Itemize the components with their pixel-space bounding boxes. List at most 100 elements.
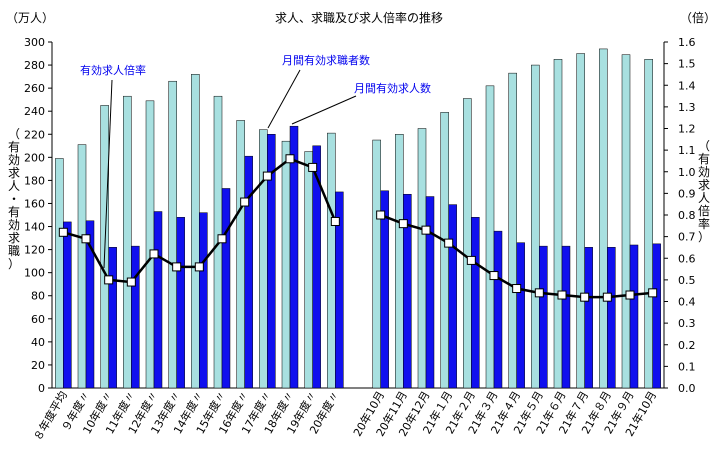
right-axis-title: （有効求人倍率） bbox=[698, 139, 710, 244]
annotation-seekers: 月間有効求職者数 bbox=[282, 53, 370, 67]
axis-label-char: 効 bbox=[698, 164, 710, 179]
left-tick-label: 240 bbox=[24, 105, 45, 118]
bar-job-offers bbox=[312, 145, 321, 389]
bar-job-offers bbox=[425, 196, 435, 389]
ratio-point bbox=[398, 219, 408, 229]
bar-job-seekers bbox=[417, 128, 427, 389]
left-unit-label: （万人） bbox=[6, 11, 54, 25]
left-tick-label: 60 bbox=[31, 313, 45, 326]
left-tick-label: 200 bbox=[24, 151, 45, 164]
ratio-point bbox=[466, 255, 476, 265]
left-tick-label: 20 bbox=[31, 359, 45, 372]
annotation-seekers-pointer bbox=[267, 69, 301, 129]
bar-job-offers bbox=[267, 134, 276, 389]
right-tick-label: 1.2 bbox=[678, 123, 696, 136]
ratio-point bbox=[625, 290, 635, 300]
right-tick-label: 1.1 bbox=[678, 144, 696, 157]
bar-job-offers bbox=[493, 230, 503, 389]
bar-job-seekers bbox=[191, 74, 200, 389]
bar-job-offers bbox=[471, 217, 480, 389]
ratio-point bbox=[557, 290, 567, 300]
axis-label-char: 職 bbox=[8, 244, 20, 258]
left-tick-label: 140 bbox=[24, 221, 45, 234]
chart-title: 求人、求職及び求人倍率の推移 bbox=[275, 10, 443, 25]
left-tick-label: 120 bbox=[24, 244, 45, 257]
right-tick-label: 0.0 bbox=[678, 382, 696, 395]
right-tick-label: 0.2 bbox=[678, 339, 696, 352]
bar-job-offers bbox=[584, 247, 593, 389]
bar-job-offers bbox=[629, 244, 639, 389]
ratio-point bbox=[285, 154, 295, 164]
right-tick-label: 0.6 bbox=[678, 252, 696, 265]
bar-job-seekers bbox=[440, 112, 449, 389]
bar-job-seekers bbox=[55, 158, 64, 389]
bars bbox=[55, 48, 661, 389]
axis-label-char: （ bbox=[698, 139, 710, 153]
bar-job-offers bbox=[289, 125, 299, 389]
axis-label-char: 求 bbox=[8, 231, 20, 245]
ratio-point bbox=[376, 210, 386, 220]
bar-job-seekers bbox=[236, 120, 245, 389]
annotation-offers: 月間有効求人数 bbox=[354, 81, 431, 95]
left-tick-label: 300 bbox=[24, 36, 45, 49]
annotation-offers-pointer bbox=[291, 95, 357, 125]
bar-job-offers bbox=[85, 220, 95, 389]
right-tick-label: 1.4 bbox=[678, 79, 696, 92]
axis-label-char: 効 bbox=[8, 217, 20, 232]
bar-job-offers bbox=[221, 188, 231, 389]
ratio-point bbox=[172, 262, 182, 272]
bar-job-seekers bbox=[621, 54, 631, 389]
left-tick-label: 80 bbox=[31, 290, 45, 303]
ratio-point bbox=[330, 216, 340, 226]
bar-job-offers bbox=[448, 204, 457, 389]
annotation-ratio: 有効求人倍率 bbox=[80, 63, 146, 77]
bar-job-offers bbox=[244, 155, 253, 389]
left-tick-label: 0 bbox=[38, 382, 45, 395]
bar-job-seekers bbox=[168, 80, 177, 389]
bar-job-offers bbox=[153, 211, 163, 389]
bar-job-seekers bbox=[77, 144, 87, 389]
ratio-point bbox=[648, 288, 658, 298]
bar-job-offers bbox=[63, 221, 72, 389]
axis-label-char: 有 bbox=[8, 205, 20, 219]
axis-label-char: ） bbox=[8, 257, 20, 271]
bar-job-offers bbox=[199, 212, 208, 389]
bar-job-seekers bbox=[395, 134, 404, 389]
right-tick-label: 0.5 bbox=[678, 274, 696, 287]
ratio-point bbox=[217, 234, 227, 244]
right-tick-label: 0.7 bbox=[678, 231, 696, 244]
axis-label-char: ） bbox=[698, 230, 710, 244]
ratio-point bbox=[58, 227, 68, 237]
bar-job-seekers bbox=[599, 48, 608, 389]
bar-job-offers bbox=[108, 247, 117, 389]
axis-label-char: 率 bbox=[698, 216, 710, 231]
x-tick-label: ８年度平均 bbox=[30, 389, 70, 444]
axis-label-char: 人 bbox=[8, 179, 20, 193]
ratio-line bbox=[58, 154, 658, 302]
right-axis-label: （有効求人倍率） bbox=[698, 139, 710, 244]
right-tick-label: 0.4 bbox=[678, 296, 696, 309]
axis-label-char: 求 bbox=[698, 178, 710, 192]
left-tick-label: 160 bbox=[24, 197, 45, 210]
bar-job-seekers bbox=[463, 98, 472, 389]
left-axis-label: （有効求人・有効求職） bbox=[8, 127, 20, 271]
axis-label-char: 求 bbox=[8, 166, 20, 180]
ratio-point bbox=[262, 171, 272, 181]
axis-label-char: 有 bbox=[698, 152, 710, 166]
left-tick-label: 180 bbox=[24, 174, 45, 187]
right-unit-label: （倍） bbox=[680, 10, 716, 25]
ratio-point bbox=[126, 277, 136, 287]
right-tick-label: 1.3 bbox=[678, 101, 696, 114]
axis-label-char: 有 bbox=[8, 140, 20, 154]
axes: 0 20 40 60 80 100 120 140 160 180 200 220 240 260 280 3… bbox=[24, 36, 696, 395]
ratio-point bbox=[444, 238, 454, 248]
axis-label-char: ・ bbox=[8, 192, 20, 206]
left-tick-label: 40 bbox=[31, 336, 45, 349]
right-tick-label: 0.1 bbox=[678, 360, 696, 373]
ratio-point bbox=[81, 234, 91, 244]
ratio-point bbox=[512, 284, 522, 294]
ratio-point bbox=[104, 275, 114, 285]
